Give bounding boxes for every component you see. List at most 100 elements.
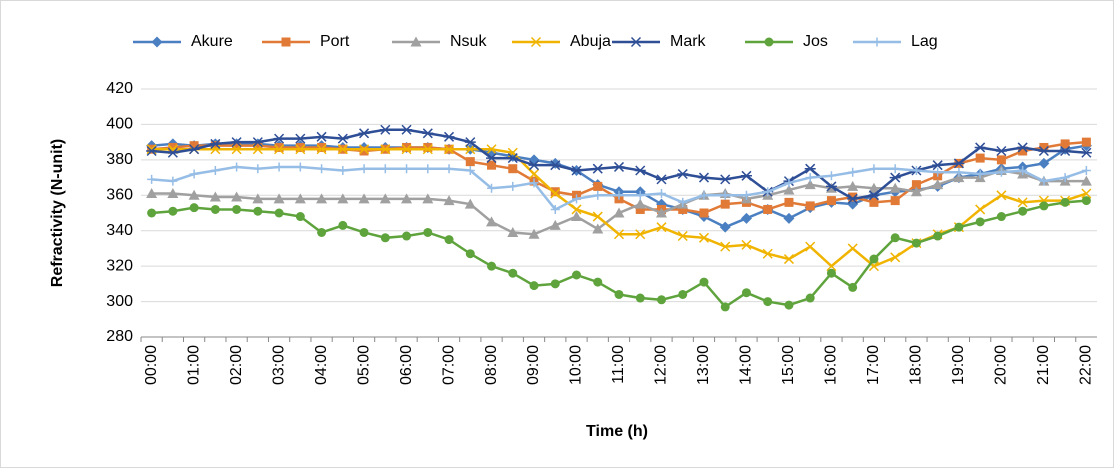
data-point (614, 190, 624, 200)
data-point (655, 174, 667, 185)
x-tick-label: 18:00 (908, 345, 925, 385)
data-point (699, 208, 709, 218)
data-point (274, 208, 284, 218)
data-point (401, 124, 413, 135)
data-point (699, 190, 709, 200)
data-point (572, 270, 582, 280)
data-point (889, 182, 901, 193)
data-point (911, 180, 921, 190)
data-point (593, 277, 603, 287)
data-point (953, 158, 965, 169)
data-point (337, 133, 349, 144)
data-point (593, 190, 603, 200)
data-point (740, 170, 752, 181)
data-point (805, 173, 815, 183)
data-point (379, 193, 391, 204)
data-point (890, 252, 901, 263)
data-point (635, 190, 645, 200)
data-point (487, 183, 497, 193)
data-point (572, 194, 582, 204)
data-point (273, 133, 285, 144)
data-point (380, 233, 390, 243)
data-point (805, 293, 815, 303)
data-point (593, 181, 603, 191)
data-point (486, 216, 498, 227)
y-axis-title: Refractivity (N-unit) (49, 139, 66, 287)
data-point (232, 141, 242, 151)
data-point (613, 161, 625, 172)
data-point (274, 142, 284, 152)
legend-marker (630, 36, 642, 48)
data-point (1081, 196, 1091, 206)
data-point (294, 133, 306, 144)
data-point (316, 131, 328, 142)
data-point (359, 164, 369, 174)
data-point (359, 227, 369, 237)
data-point (295, 212, 305, 222)
data-point (487, 261, 497, 271)
x-tick-label: 00:00 (143, 345, 160, 385)
x-tick-label: 06:00 (398, 345, 415, 385)
data-point (486, 144, 497, 155)
data-point (423, 227, 433, 237)
data-point (677, 168, 689, 180)
data-point (508, 181, 518, 191)
data-point (1081, 165, 1091, 175)
data-point (295, 162, 305, 172)
data-point (635, 229, 646, 240)
data-point (613, 207, 625, 218)
data-point (274, 162, 284, 172)
data-point (592, 223, 604, 234)
data-point (592, 211, 603, 222)
x-tick-label: 01:00 (185, 345, 202, 385)
data-point (359, 144, 370, 155)
data-point (741, 239, 752, 250)
data-point (487, 160, 497, 170)
data-point (571, 165, 583, 176)
data-point (464, 198, 476, 209)
x-tick-label: 22:00 (1078, 345, 1095, 385)
data-point (168, 176, 178, 186)
data-point (402, 164, 412, 174)
data-point (868, 190, 880, 201)
y-tick-label: 400 (106, 116, 133, 133)
data-point (953, 172, 965, 183)
data-point (720, 190, 730, 200)
data-point (231, 144, 242, 155)
data-point (954, 167, 964, 177)
data-point (783, 254, 794, 265)
data-point (656, 222, 667, 233)
data-point (741, 288, 751, 298)
data-point (507, 153, 519, 164)
legend-marker (764, 37, 774, 47)
x-tick-label: 09:00 (525, 345, 542, 385)
data-point (338, 220, 348, 230)
x-tick-label: 20:00 (993, 345, 1010, 385)
data-point (826, 261, 837, 272)
data-point (232, 204, 242, 214)
data-point (486, 153, 498, 164)
data-point (316, 144, 327, 155)
data-point (443, 195, 455, 206)
data-point (189, 141, 199, 151)
data-point (996, 155, 1006, 165)
y-tick-label: 320 (106, 257, 133, 274)
data-point (380, 144, 391, 155)
data-point (719, 221, 731, 233)
data-point (1038, 157, 1050, 169)
data-point (444, 144, 455, 155)
data-point (784, 197, 794, 207)
data-point (209, 138, 221, 149)
data-point (253, 141, 263, 151)
data-point (358, 128, 370, 139)
data-point (656, 189, 666, 199)
data-point (763, 187, 773, 197)
data-point (465, 165, 475, 175)
data-point (401, 144, 412, 155)
data-point (1018, 165, 1028, 175)
data-point (1039, 176, 1049, 186)
data-point (719, 174, 731, 185)
data-point (996, 212, 1006, 222)
data-point (763, 204, 773, 214)
legend-label: Jos (803, 33, 828, 50)
